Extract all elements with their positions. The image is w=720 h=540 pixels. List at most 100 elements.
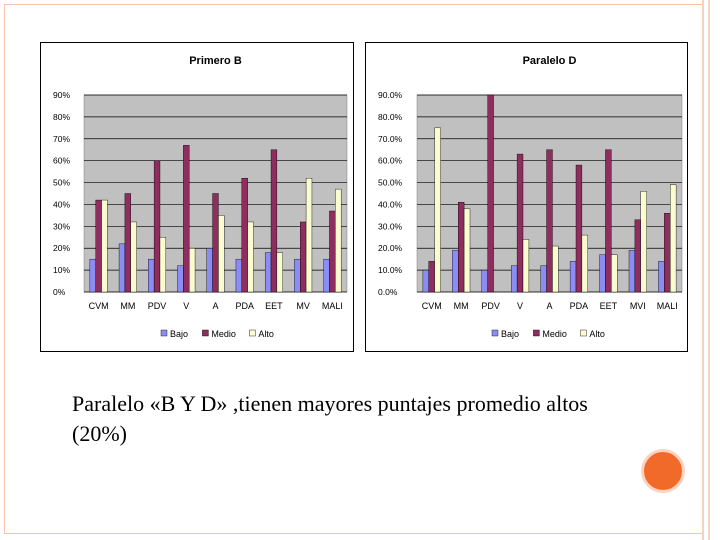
legend-swatch-medio: [202, 329, 209, 337]
bar-bajo-pda: [235, 258, 242, 293]
x-tick-label: MALI: [657, 301, 678, 311]
bar-medio-pda: [575, 164, 583, 293]
legend-swatch-medio: [533, 329, 540, 337]
bar-alto-mali: [335, 188, 342, 293]
x-tick-label: EET: [600, 301, 618, 311]
chart-primero-b: Primero B 0% 10% 20% 30% 40% 50% 60% 70% 80% 90% CV…: [40, 42, 354, 352]
legend-label-alto: Alto: [258, 329, 274, 339]
chart-title: Paralelo D: [523, 55, 577, 67]
bar-bajo-mm: [452, 250, 459, 293]
chart-legend: Bajo Medio Alto: [160, 329, 274, 339]
legend-swatch-bajo: [491, 329, 499, 337]
bar-alto-cvm: [101, 199, 108, 293]
y-tick-label: 0.0%: [378, 287, 398, 297]
bar-medio-pdv: [487, 94, 494, 293]
bar-alto-mv: [305, 177, 313, 293]
bar-alto-cvm: [434, 127, 441, 293]
x-tick-label: CVM: [422, 301, 442, 311]
bar-medio-eet: [605, 149, 612, 293]
y-tick-label: 40%: [53, 199, 70, 209]
y-tick-label: 60%: [53, 156, 70, 166]
y-tick-label: 70%: [53, 134, 70, 144]
y-tick-label: 10%: [53, 265, 70, 275]
bar-bajo-a: [540, 265, 547, 293]
bar-medio-v: [183, 145, 190, 293]
bar-bajo-eet: [599, 254, 606, 293]
y-tick-label: 30.0%: [378, 221, 403, 231]
bar-medio-mm: [124, 193, 131, 293]
y-tick-label: 90%: [53, 90, 70, 100]
y-tick-label: 80%: [53, 112, 70, 122]
bar-alto-pda: [581, 234, 588, 293]
x-tick-label: PDA: [570, 301, 589, 311]
x-tick-label: MM: [120, 301, 135, 311]
y-tick-label: 50%: [53, 178, 70, 188]
y-tick-label: 40.0%: [378, 199, 403, 209]
bar-bajo-mali: [323, 258, 330, 293]
bar-bajo-v: [511, 265, 518, 293]
x-tick-label: PDV: [148, 301, 167, 311]
bar-alto-mm: [463, 208, 471, 293]
bar-medio-mm: [458, 202, 465, 293]
bar-bajo-pdv: [481, 269, 488, 293]
bar-alto-a: [218, 215, 225, 293]
legend-swatch-bajo: [160, 329, 168, 337]
x-tick-label: EET: [265, 301, 283, 311]
chart-svg-paralelo-d: Paralelo D 0.0% 10.0% 20.0% 30.0% 40.0% 50.0% 6…: [378, 55, 683, 339]
bar-bajo-mvi: [628, 250, 636, 293]
orange-circle-decor: [641, 449, 685, 493]
y-tick-label: 0%: [53, 287, 66, 297]
y-tick-label: 20.0%: [378, 243, 403, 253]
bar-medio-cvm: [428, 261, 435, 293]
slide-caption: Paralelo «B Y D» ,tienen mayores puntaje…: [72, 391, 588, 446]
x-tick-label: A: [212, 301, 218, 311]
legend-label-bajo: Bajo: [501, 329, 519, 339]
legend-label-bajo: Bajo: [170, 329, 188, 339]
x-tick-label: A: [546, 301, 552, 311]
y-tick-label: 60.0%: [378, 156, 403, 166]
x-tick-label: PDV: [481, 301, 500, 311]
x-tick-label: V: [517, 301, 523, 311]
legend-swatch-alto: [580, 329, 587, 337]
x-tick-label: MV: [296, 301, 310, 311]
y-tick-label: 10.0%: [378, 265, 403, 275]
bar-bajo-pda: [569, 261, 577, 293]
legend-swatch-alto: [249, 329, 256, 337]
right-decor-stripe: [702, 0, 720, 540]
chart-svg-primero-b: Primero B 0% 10% 20% 30% 40% 50% 60% 70% 80% 90% CV…: [53, 55, 348, 339]
chart-legend: Bajo Medio Alto: [491, 329, 605, 339]
bar-bajo-cvm: [422, 269, 429, 293]
bar-bajo-pdv: [148, 258, 155, 293]
bar-medio-pdv: [153, 160, 161, 293]
chart-title: Primero B: [189, 55, 242, 67]
y-tick-label: 50.0%: [378, 178, 403, 188]
bar-bajo-v: [177, 265, 184, 293]
bar-bajo-mali: [658, 261, 665, 293]
x-tick-label: MALI: [322, 301, 343, 311]
bar-medio-mvi: [634, 219, 641, 293]
bar-alto-v: [188, 248, 196, 293]
bar-medio-a: [212, 193, 219, 293]
y-tick-label: 70.0%: [378, 134, 403, 144]
bar-medio-mali: [329, 210, 336, 293]
x-tick-label: PDA: [235, 301, 254, 311]
y-tick-label: 20%: [53, 243, 70, 253]
right-decor-line: [708, 0, 710, 540]
bar-alto-mali: [670, 184, 677, 293]
legend-label-medio: Medio: [211, 329, 236, 339]
bar-bajo-mv: [294, 258, 301, 293]
bar-alto-v: [522, 239, 530, 293]
bar-bajo-a: [206, 248, 213, 293]
x-tick-label: MM: [454, 301, 469, 311]
y-tick-label: 80.0%: [378, 112, 403, 122]
bar-medio-mv: [300, 221, 307, 293]
bar-medio-pda: [241, 177, 248, 293]
bar-alto-mm: [130, 221, 137, 293]
bar-alto-mvi: [640, 191, 647, 293]
bar-alto-pda: [247, 221, 254, 293]
x-tick-label: MVI: [630, 301, 646, 311]
bar-medio-eet: [270, 149, 278, 293]
bar-alto-a: [552, 245, 559, 293]
x-tick-label: CVM: [89, 301, 109, 311]
x-tick-label: V: [183, 301, 189, 311]
